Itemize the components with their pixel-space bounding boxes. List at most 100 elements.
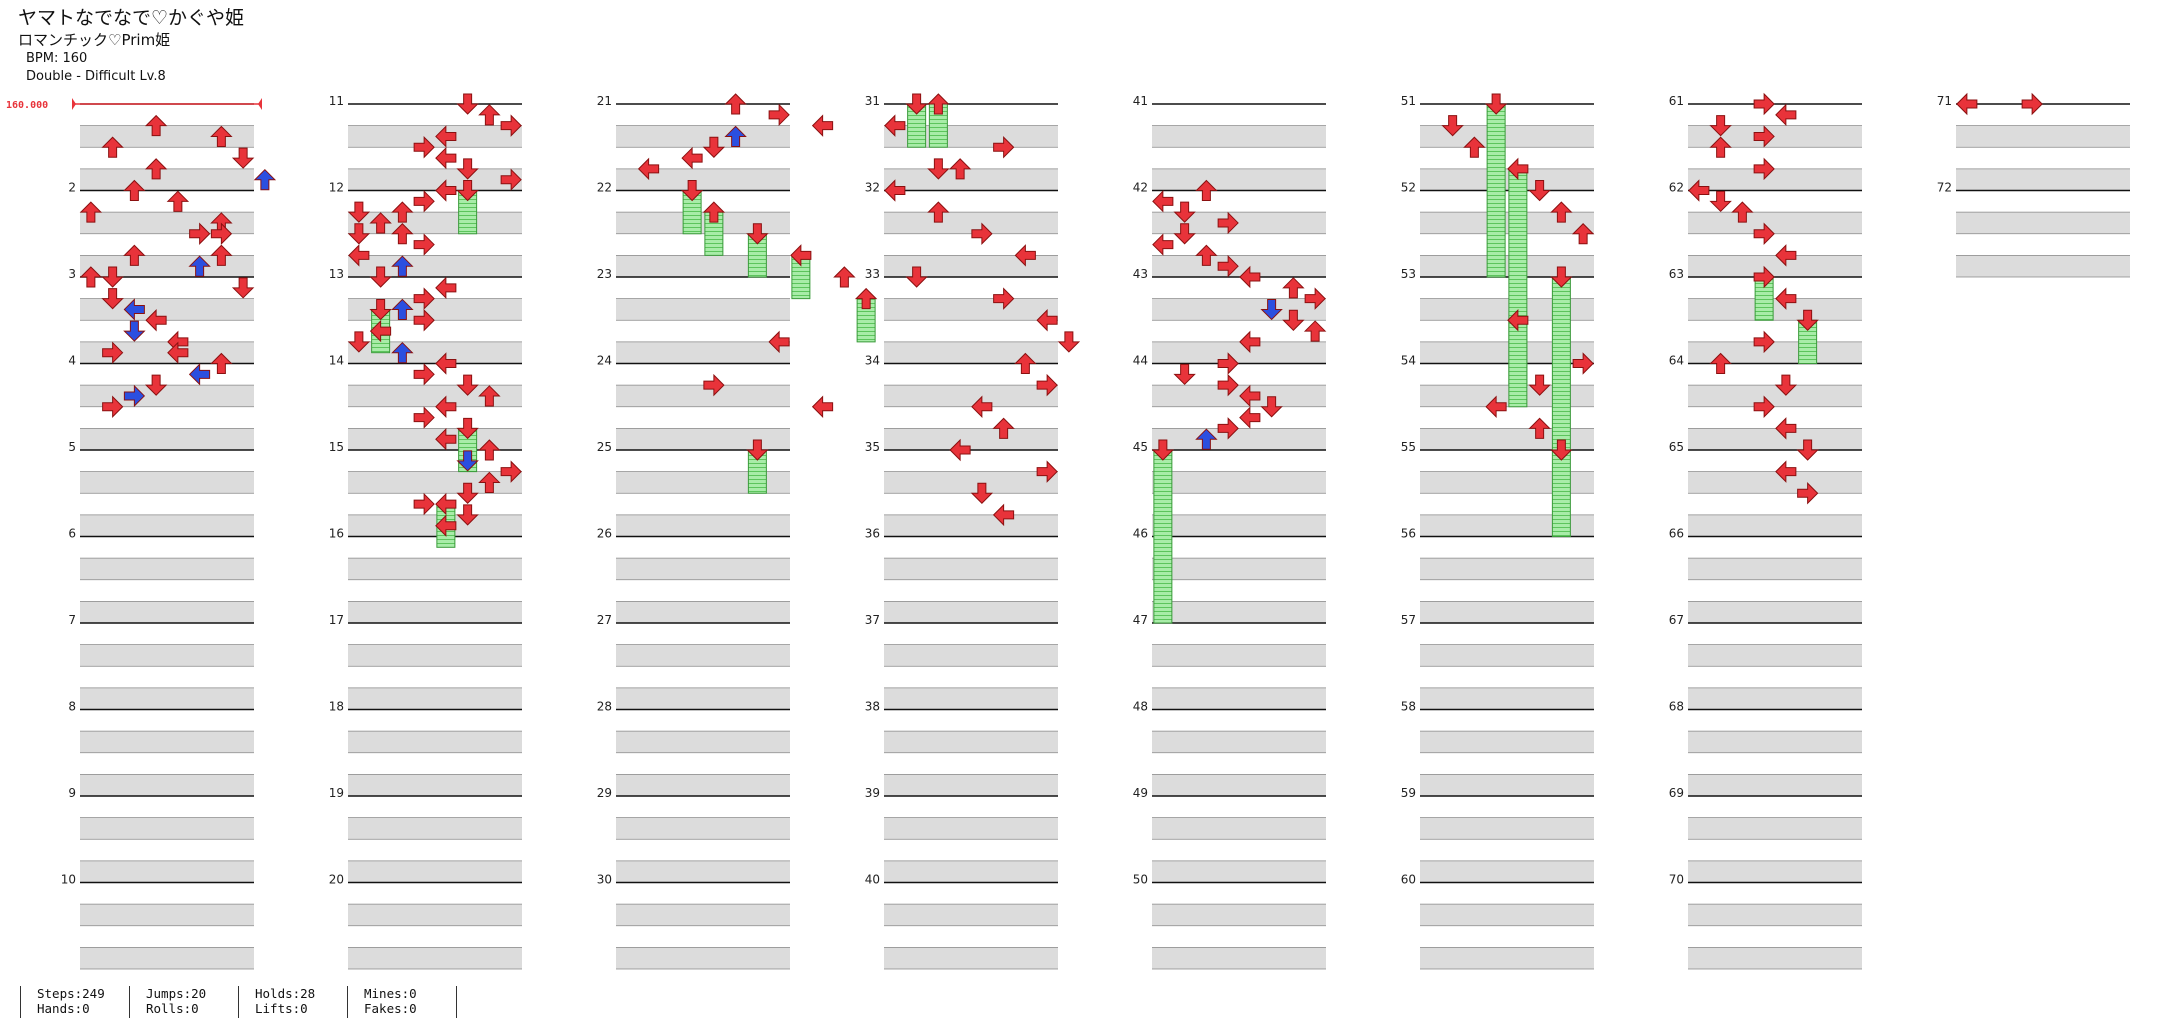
beat-band: [884, 298, 1058, 321]
beat-band: [616, 428, 790, 450]
beat-band: [884, 687, 1058, 710]
arrow-note: [1956, 93, 1978, 115]
bpm-change-marker: 160.000: [6, 98, 262, 111]
beat-band: [80, 298, 254, 321]
beat-band: [1420, 860, 1594, 883]
measure-number: 2: [68, 181, 76, 195]
arrow-note: [413, 493, 435, 515]
beat-band: [884, 558, 1058, 580]
stats-col-holds: Holds:28 Lifts:0: [238, 986, 347, 1018]
beat-band: [348, 471, 522, 494]
arrow-note: [1753, 93, 1775, 115]
stat-lifts: Lifts:0: [255, 1001, 308, 1016]
beat-band: [1152, 731, 1326, 753]
beat-band: [884, 601, 1058, 623]
beat-band: [1956, 255, 2130, 277]
measure-number: 7: [68, 613, 76, 627]
beat-band: [1420, 558, 1594, 580]
beat-band: [1420, 514, 1594, 537]
beat-band: [616, 817, 790, 840]
beat-band: [1420, 731, 1594, 753]
measure-number: 59: [1401, 786, 1416, 800]
beat-band: [616, 298, 790, 321]
beat-band: [616, 341, 790, 364]
beat-band: [1152, 860, 1326, 883]
beat-band: [348, 298, 522, 321]
stat-jumps: Jumps:20: [146, 986, 207, 1001]
beat-band: [348, 428, 522, 450]
measure-number: 67: [1669, 613, 1684, 627]
measure-number: 19: [329, 786, 344, 800]
measure-number: 28: [597, 700, 612, 714]
measure-number: 33: [865, 267, 880, 281]
beat-band: [1688, 904, 1862, 926]
stat-hands: Hands:0: [37, 1001, 90, 1016]
beat-band: [1688, 514, 1862, 537]
measure-number: 9: [68, 786, 76, 800]
beat-band: [616, 601, 790, 623]
measure-number: 64: [1669, 354, 1684, 368]
beat-band: [348, 558, 522, 580]
beat-band: [1420, 212, 1594, 234]
stats-col-steps: Steps:249 Hands:0: [20, 986, 129, 1018]
beat-band: [884, 168, 1058, 191]
beat-band: [1688, 601, 1862, 623]
arrow-note: [435, 147, 457, 169]
arrow-note: [725, 93, 747, 115]
measure-number: 72: [1937, 181, 1952, 195]
measure-number: 53: [1401, 267, 1416, 281]
arrow-note: [413, 407, 435, 429]
arrow-note: [189, 363, 211, 385]
beat-band: [348, 125, 522, 148]
measure-number: 62: [1669, 181, 1684, 195]
measure-number: 35: [865, 440, 880, 454]
beat-band: [80, 817, 254, 840]
chart-stats: Steps:249 Hands:0 Jumps:20 Rolls:0 Holds…: [20, 986, 457, 1018]
beat-band: [1152, 601, 1326, 623]
beat-band: [80, 731, 254, 753]
song-title: ヤマトなでなで♡かぐや姫: [18, 7, 245, 29]
beat-band: [616, 212, 790, 234]
beat-band: [80, 904, 254, 926]
arrow-note: [768, 104, 790, 126]
hold-note: [1551, 276, 1571, 537]
beat-band: [1152, 817, 1326, 840]
beat-band: [884, 471, 1058, 494]
measure-number: 34: [865, 354, 880, 368]
beat-band: [348, 385, 522, 407]
beat-band: [1688, 341, 1862, 364]
beat-band: [1152, 904, 1326, 926]
measure-number: 27: [597, 613, 612, 627]
song-difficulty: Double - Difficult Lv.8: [26, 69, 166, 84]
beat-band: [884, 341, 1058, 364]
arrow-note: [1058, 331, 1080, 353]
stat-steps: Steps:249: [37, 986, 105, 1001]
measure-number: 52: [1401, 181, 1416, 195]
beat-band: [348, 341, 522, 364]
measure-number: 17: [329, 613, 344, 627]
arrow-note: [1239, 407, 1261, 429]
beat-band: [1688, 558, 1862, 580]
song-bpm: BPM: 160: [26, 51, 88, 66]
beat-band: [1688, 774, 1862, 796]
measure-number: 61: [1669, 94, 1684, 108]
beat-band: [616, 255, 790, 277]
arrow-note: [1282, 277, 1304, 299]
arrow-note: [413, 234, 435, 256]
stats-col-mines: Mines:0 Fakes:0: [347, 986, 456, 1018]
beat-band: [616, 687, 790, 710]
stat-rolls: Rolls:0: [146, 1001, 199, 1016]
beat-band: [1420, 644, 1594, 667]
stats-col-jumps: Jumps:20 Rolls:0: [129, 986, 238, 1018]
beat-band: [1152, 125, 1326, 148]
measure-number: 47: [1133, 613, 1148, 627]
measure-number: 18: [329, 700, 344, 714]
measure-number: 4: [68, 354, 76, 368]
measure-number: 32: [865, 181, 880, 195]
hold-note: [1508, 319, 1528, 408]
measure-number: 60: [1401, 873, 1416, 887]
hold-notes: [371, 103, 1818, 624]
measure-number: 3: [68, 267, 76, 281]
arrow-note: [2021, 93, 2043, 115]
measure-number: 41: [1133, 94, 1148, 108]
